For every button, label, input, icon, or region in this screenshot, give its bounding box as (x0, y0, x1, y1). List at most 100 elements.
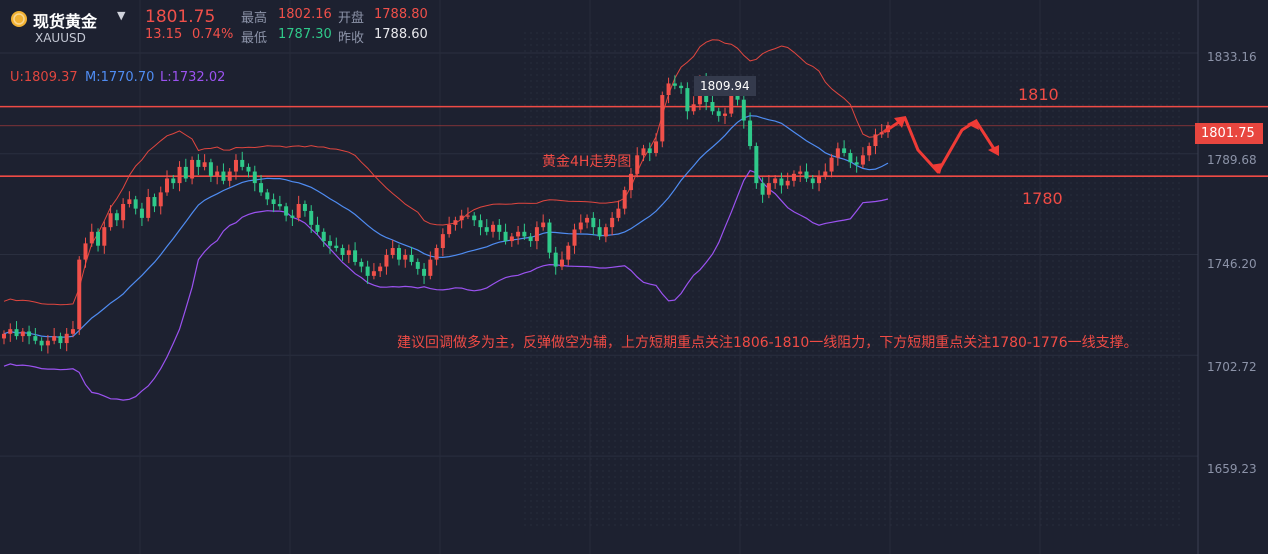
candle-body (791, 173, 796, 181)
candle-body (58, 336, 63, 344)
current-price: 1801.75 (145, 7, 216, 27)
candle-body (848, 152, 853, 163)
y-tick-label: 1702.72 (1207, 360, 1257, 374)
candle-body (346, 250, 351, 255)
candle-body (121, 203, 126, 221)
candle-body (183, 166, 188, 179)
candle-body (177, 166, 182, 184)
candle-body (265, 192, 270, 200)
candle-body (96, 231, 101, 246)
candle-body (622, 190, 627, 209)
candle-body (315, 224, 320, 232)
candle-body (89, 231, 94, 244)
candle-body (585, 217, 590, 223)
high-label: 最高 (241, 11, 268, 26)
candle-body (472, 215, 477, 221)
candle-body (8, 329, 13, 334)
lower-band-legend: L:1732.02 (160, 70, 226, 85)
candle-body (566, 245, 571, 260)
upper-band-line (3, 39, 889, 306)
candle-body (760, 183, 765, 195)
last-price-badge: 1801.75 (1195, 123, 1263, 144)
candle-body (340, 248, 345, 255)
lower-band-line (3, 169, 889, 401)
middle-band-legend: M:1770.70 (85, 70, 155, 85)
candle-body (221, 171, 226, 181)
candle-body (70, 329, 75, 334)
candle-body (52, 336, 57, 341)
y-tick-label: 1746.20 (1207, 257, 1257, 271)
candle-body (553, 252, 558, 267)
y-tick-label: 1659.23 (1207, 462, 1257, 476)
candle-body (334, 245, 339, 249)
candle-body (114, 213, 119, 221)
candle-body (666, 83, 671, 96)
candle-body (378, 266, 383, 272)
candle-body (459, 215, 464, 221)
candle-body (246, 166, 251, 172)
candle-body (271, 199, 276, 204)
candle-body (227, 171, 232, 181)
candle-body (547, 222, 552, 253)
resistance-label: 1810 (1018, 85, 1059, 104)
y-tick-label: 1833.16 (1207, 50, 1257, 64)
candle-body (152, 197, 157, 207)
candle-body (384, 254, 389, 267)
candle-body (102, 227, 107, 246)
forecast-arrows (883, 116, 999, 174)
candle-body (353, 250, 358, 262)
candle-body (647, 148, 652, 153)
candle-body (284, 206, 289, 216)
low-value: 1787.30 (278, 27, 332, 42)
candle-body (465, 215, 470, 217)
candle-body (804, 171, 809, 179)
candle-body (616, 208, 621, 218)
instrument-name[interactable]: 现货黄金 (33, 12, 98, 31)
candle-body (215, 171, 220, 177)
candle-body (597, 227, 602, 237)
candle-body (842, 148, 847, 153)
candle-body (252, 171, 257, 184)
candle-body (27, 331, 32, 337)
candle-body (240, 159, 245, 167)
candle-body (321, 231, 326, 242)
candle-body (610, 217, 615, 228)
arrowhead-up-icon (894, 116, 906, 128)
chevron-down-icon[interactable]: ▼ (117, 9, 126, 22)
candle-body (685, 88, 690, 112)
candle-body (196, 159, 201, 167)
candle-body (422, 268, 427, 276)
bollinger-bands (3, 39, 889, 401)
candle-body (635, 155, 640, 174)
candle-body (309, 210, 314, 225)
candle-body (83, 243, 88, 260)
candle-body (559, 259, 564, 267)
open-value: 1788.80 (374, 7, 428, 22)
candle-body (741, 99, 746, 121)
arrowhead-down-icon (930, 163, 943, 174)
world-map-watermark (520, 30, 1180, 530)
candle-body (497, 224, 502, 232)
candle-body (672, 83, 677, 86)
candle-body (409, 254, 414, 262)
candle-body (860, 155, 865, 165)
candle-body (139, 208, 144, 218)
candle-body (798, 171, 803, 174)
candle-body (259, 183, 264, 193)
candle-body (108, 213, 113, 228)
arrowhead-up-icon (967, 119, 979, 130)
candle-body (572, 229, 577, 246)
candle-body (779, 178, 784, 186)
candle-body (328, 241, 333, 246)
candle-body (591, 217, 596, 228)
peak-price-label: 1809.94 (694, 76, 756, 96)
candle-body (33, 336, 38, 341)
price-change-pct: 0.74% (192, 27, 234, 42)
candle-body (277, 203, 282, 207)
candle-body (641, 148, 646, 156)
candle-body (484, 227, 489, 232)
candle-body (453, 220, 458, 225)
candle-body (14, 329, 19, 337)
candle-body (534, 227, 539, 242)
